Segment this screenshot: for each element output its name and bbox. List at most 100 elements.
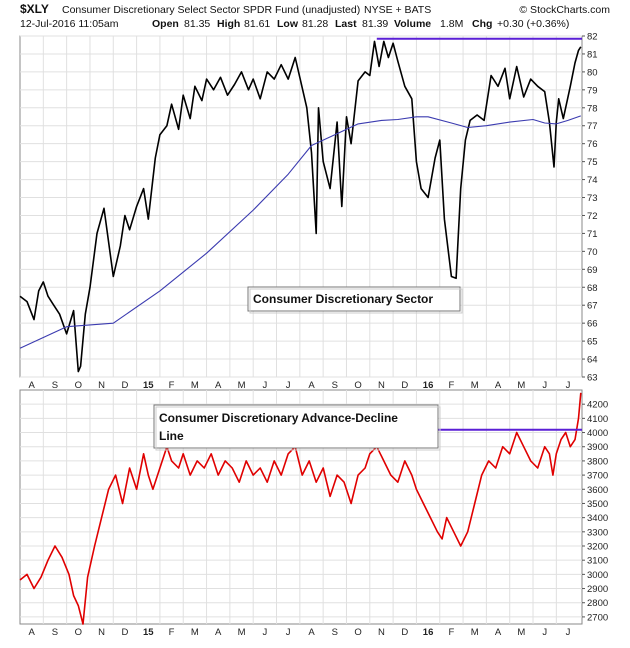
- y-tick-label: 69: [587, 265, 598, 276]
- datetime-label: 12-Jul-2016 11:05am: [20, 18, 119, 30]
- y-tick-label: 3900: [587, 442, 608, 453]
- y-tick-label: 4200: [587, 400, 608, 411]
- x-tick-label: O: [354, 380, 361, 391]
- x-tick-label: F: [169, 380, 175, 391]
- x-tick-label: M: [191, 380, 199, 391]
- x-tick-label: N: [378, 380, 385, 391]
- last-label: Last: [335, 18, 357, 30]
- x-tick-label: M: [517, 380, 525, 391]
- series-line-ad-line: [19, 392, 582, 625]
- source-label: © StockCharts.com: [519, 4, 610, 16]
- x-tick-label: J: [566, 380, 571, 391]
- y-tick-label: 3100: [587, 556, 608, 567]
- x-tick-label: N: [98, 627, 105, 638]
- x-tick-label: 16: [423, 627, 434, 638]
- x-tick-label: A: [215, 627, 222, 638]
- y-tick-label: 68: [587, 283, 598, 294]
- x-tick-label: A: [28, 627, 35, 638]
- chg-value: +0.30 (+0.36%): [497, 18, 569, 30]
- price-annotation-box: [247, 286, 461, 312]
- x-tick-label: S: [52, 380, 58, 391]
- x-tick-label: J: [542, 380, 547, 391]
- volume-value: 1.8M: [440, 18, 463, 30]
- x-tick-label: A: [495, 380, 502, 391]
- x-tick-label: N: [98, 380, 105, 391]
- y-tick-label: 80: [587, 67, 598, 78]
- volume-label: Volume: [394, 18, 431, 30]
- series-line-price: [19, 40, 582, 373]
- y-tick-label: 2900: [587, 584, 608, 595]
- high-value: 81.61: [244, 18, 270, 30]
- series-line-moving-average: [19, 115, 581, 349]
- x-tick-label: A: [308, 380, 315, 391]
- x-tick-label: A: [495, 627, 502, 638]
- x-tick-label: O: [75, 627, 82, 638]
- x-tick-label: M: [238, 627, 246, 638]
- x-tick-label: M: [471, 380, 479, 391]
- y-tick-label: 66: [587, 319, 598, 330]
- low-value: 81.28: [302, 18, 328, 30]
- price-annotation: Consumer Discretionary Sector: [253, 292, 433, 306]
- ad-annotation: Consumer Discretionary Advance-Decline L…: [159, 411, 401, 443]
- x-tick-label: M: [471, 627, 479, 638]
- y-tick-label: 3800: [587, 456, 608, 467]
- x-tick-label: D: [122, 380, 129, 391]
- fund-name: Consumer Discretionary Select Sector SPD…: [62, 4, 360, 16]
- x-tick-label: D: [401, 380, 408, 391]
- x-tick-label: F: [449, 380, 455, 391]
- ad-annotation-box: [153, 404, 439, 449]
- y-tick-label: 3300: [587, 527, 608, 538]
- low-label: Low: [277, 18, 299, 30]
- x-tick-label: J: [262, 380, 267, 391]
- y-tick-label: 78: [587, 103, 598, 114]
- x-tick-label: O: [75, 380, 82, 391]
- x-tick-label: J: [542, 627, 547, 638]
- y-tick-label: 3000: [587, 570, 608, 581]
- y-tick-label: 65: [587, 337, 598, 348]
- y-tick-label: 73: [587, 193, 598, 204]
- y-tick-label: 3500: [587, 499, 608, 510]
- x-tick-label: A: [308, 627, 315, 638]
- y-tick-label: 75: [587, 157, 598, 168]
- y-tick-label: 4000: [587, 428, 608, 439]
- x-tick-label: 16: [423, 380, 434, 391]
- y-tick-label: 63: [587, 373, 598, 384]
- y-tick-label: 79: [587, 85, 598, 96]
- x-tick-label: M: [238, 380, 246, 391]
- x-tick-label: A: [28, 380, 35, 391]
- x-tick-label: 15: [143, 627, 154, 638]
- ad-line-panel: A S O N D 15 F M A M J J A S O N D 16 F M A M J J 2700 2800 2900 30…: [19, 389, 608, 638]
- exchange-label: NYSE + BATS: [364, 4, 431, 16]
- y-tick-label: 3600: [587, 485, 608, 496]
- x-tick-label: S: [52, 627, 58, 638]
- x-tick-label: A: [215, 380, 222, 391]
- x-tick-label: J: [262, 627, 267, 638]
- x-tick-label: 15: [143, 380, 154, 391]
- y-tick-label: 2800: [587, 598, 608, 609]
- y-tick-label: 2700: [587, 612, 608, 623]
- ad-annotation-line-1: Consumer Discretionary Advance-Decline: [159, 411, 398, 425]
- x-tick-label: F: [169, 627, 175, 638]
- y-tick-label: 64: [587, 355, 598, 366]
- price-panel: A S O N D 15 F M A M J J A S O N D 16 F M A M J J 63 64 65 66 67 68 69…: [19, 32, 598, 391]
- ad-annotation-shadow: [155, 406, 441, 451]
- high-label: High: [217, 18, 240, 30]
- y-tick-label: 74: [587, 175, 598, 186]
- y-tick-label: 82: [587, 32, 598, 43]
- x-tick-label: J: [286, 380, 291, 391]
- x-tick-label: N: [378, 627, 385, 638]
- y-tick-label: 3400: [587, 513, 608, 524]
- x-tick-label: J: [286, 627, 291, 638]
- x-tick-label: D: [401, 627, 408, 638]
- panel-frame: [19, 35, 583, 378]
- y-tick-label: 71: [587, 229, 598, 240]
- x-tick-label: J: [566, 627, 571, 638]
- y-tick-label: 67: [587, 301, 598, 312]
- y-tick-label: 70: [587, 247, 598, 258]
- y-tick-label: 3200: [587, 542, 608, 553]
- x-tick-label: S: [332, 380, 338, 391]
- symbol-label: $XLY: [20, 2, 49, 16]
- x-tick-label: S: [332, 627, 338, 638]
- y-tick-label: 76: [587, 139, 598, 150]
